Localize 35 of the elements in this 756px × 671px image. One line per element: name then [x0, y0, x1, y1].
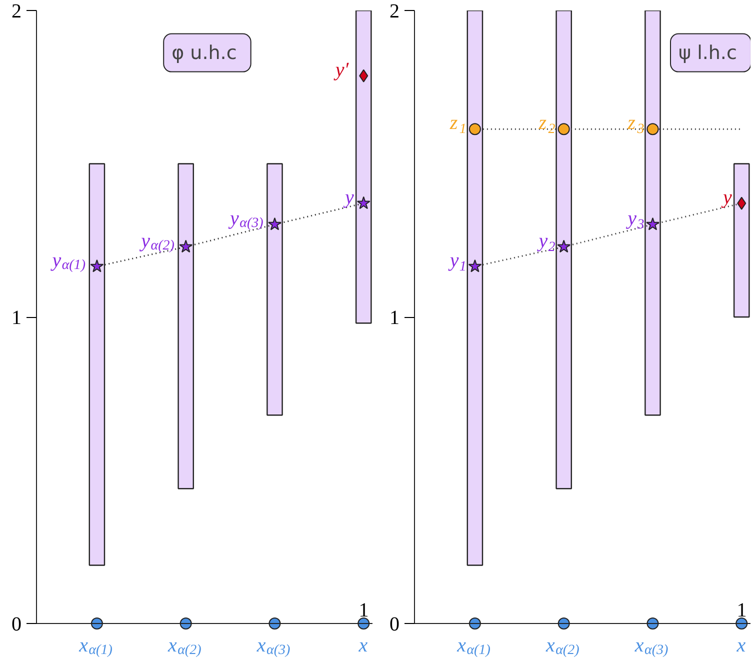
point [646, 123, 659, 136]
point [558, 618, 570, 630]
point [646, 217, 660, 230]
point [90, 259, 104, 272]
y-tick-label: 1 [12, 307, 22, 330]
y-tick-label: 0 [12, 614, 22, 636]
annotation: ψ l.h.c [678, 42, 737, 64]
annotation: 1 [358, 600, 369, 622]
x-tick-label: x [358, 634, 368, 657]
point [736, 618, 748, 630]
y-tick-label: 1 [390, 307, 400, 330]
y-tick-label: 2 [12, 0, 22, 22]
point [737, 196, 746, 210]
y-tick-label: 2 [390, 0, 400, 22]
point [468, 259, 482, 272]
point [356, 196, 370, 210]
annotation: 1 [736, 600, 747, 622]
point [557, 240, 571, 253]
point [359, 69, 368, 82]
annotation: y [721, 186, 732, 208]
annotation: y [343, 186, 354, 208]
point [558, 123, 570, 136]
point [646, 618, 659, 630]
point [268, 217, 282, 230]
x-tick-label: x [736, 634, 746, 657]
point [358, 618, 370, 630]
point [179, 240, 193, 253]
point [468, 618, 481, 630]
annotation: φ u.h.c [172, 42, 237, 64]
point [90, 618, 103, 630]
point [180, 618, 192, 630]
annotation: y′ [333, 58, 350, 81]
point [468, 123, 481, 136]
point [268, 618, 281, 630]
y-tick-label: 0 [390, 614, 400, 636]
